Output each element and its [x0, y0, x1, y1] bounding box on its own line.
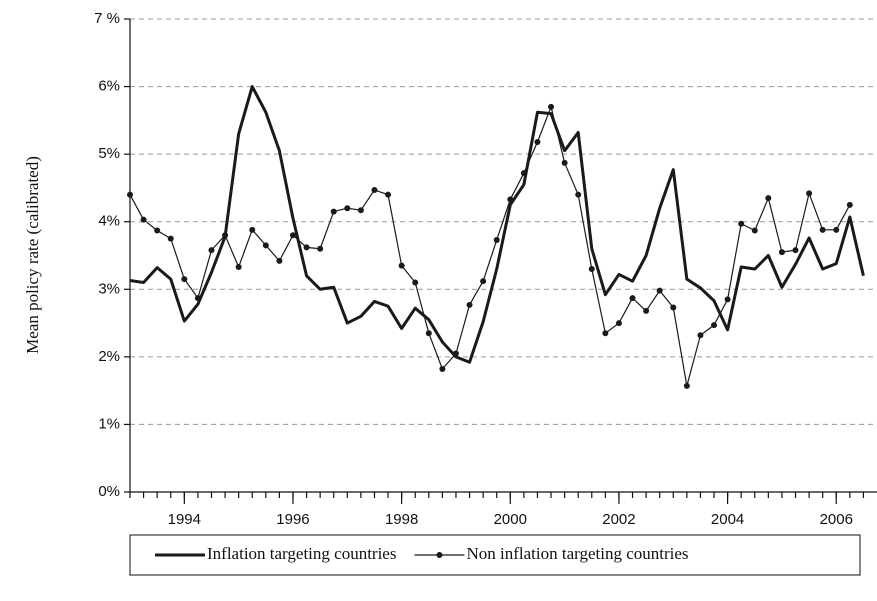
data-point — [208, 247, 215, 254]
data-point — [778, 249, 785, 256]
data-point — [643, 307, 650, 314]
x-tick-label: 2000 — [494, 511, 527, 528]
x-tick-label: 1996 — [276, 511, 309, 528]
data-point — [452, 350, 459, 357]
data-point — [385, 191, 392, 198]
data-point — [751, 227, 758, 234]
data-point — [140, 216, 147, 223]
data-point — [724, 296, 731, 303]
data-point — [127, 191, 133, 198]
y-tick-label: 3% — [98, 280, 120, 297]
x-tick-label: 1994 — [168, 511, 201, 528]
legend-marker — [436, 552, 443, 558]
data-point — [520, 170, 527, 177]
y-axis-label: Mean policy rate (calibrated) — [23, 156, 42, 354]
data-point — [276, 257, 283, 264]
data-point — [235, 263, 242, 270]
data-point — [181, 276, 188, 283]
data-point — [846, 201, 853, 208]
data-point — [289, 232, 296, 239]
data-point — [167, 235, 174, 242]
y-tick-label: 6% — [98, 78, 120, 95]
data-point — [738, 220, 745, 227]
x-tick-label: 1998 — [385, 511, 418, 528]
data-point — [507, 196, 514, 203]
data-point — [249, 226, 256, 233]
data-point — [330, 208, 337, 215]
y-tick-label: 5% — [98, 145, 120, 162]
data-point — [588, 266, 595, 273]
y-tick-label: 1% — [98, 415, 120, 432]
data-point — [683, 382, 690, 389]
data-point — [602, 330, 609, 337]
data-point — [548, 103, 555, 110]
data-point — [412, 279, 419, 286]
data-point — [493, 236, 500, 243]
data-point — [656, 287, 663, 294]
data-point — [575, 191, 582, 198]
y-tick-label: 0% — [98, 483, 120, 500]
data-point — [819, 226, 826, 233]
series-line — [129, 106, 851, 387]
data-point — [425, 330, 432, 337]
data-point — [480, 278, 487, 285]
data-point — [154, 227, 161, 234]
x-tick-label: 2002 — [602, 511, 635, 528]
data-point — [615, 320, 622, 327]
data-point — [303, 244, 310, 251]
series-line — [129, 85, 865, 364]
data-point — [371, 186, 378, 193]
data-point — [765, 195, 772, 202]
data-point — [344, 205, 351, 212]
data-point — [398, 262, 405, 269]
data-point — [534, 138, 541, 145]
data-point — [222, 232, 229, 239]
y-tick-label: 4% — [98, 213, 120, 230]
data-point — [833, 226, 840, 233]
data-point — [670, 304, 677, 311]
data-point — [317, 245, 324, 252]
data-point — [806, 190, 813, 197]
data-point — [561, 159, 568, 166]
legend-label: Non inflation targeting countries — [466, 544, 688, 563]
data-point — [262, 242, 269, 249]
data-point — [357, 207, 364, 214]
legend-box — [129, 534, 861, 576]
data-point — [194, 295, 201, 302]
x-tick-label: 2004 — [711, 511, 744, 528]
data-point — [629, 295, 636, 302]
data-point — [439, 366, 446, 373]
y-tick-label: 7 % — [94, 10, 120, 27]
data-point — [792, 247, 799, 254]
data-point — [697, 332, 704, 339]
x-tick-label: 2006 — [820, 511, 853, 528]
legend-label: Inflation targeting countries — [207, 544, 396, 563]
data-point — [466, 301, 473, 308]
y-tick-label: 2% — [98, 348, 120, 365]
data-point — [711, 322, 718, 329]
